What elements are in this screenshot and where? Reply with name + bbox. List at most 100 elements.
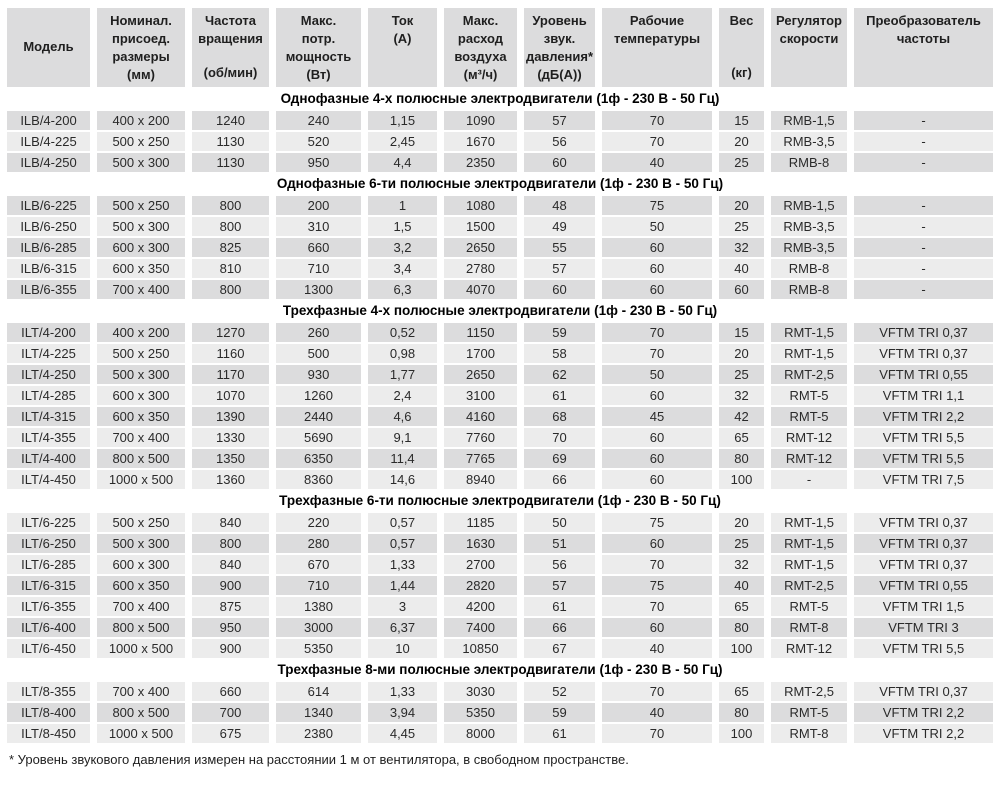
cell-weight: 25	[719, 153, 764, 172]
column-header-rpm: Частота вращения (об/мин)	[192, 8, 269, 87]
cell-temp: 60	[602, 618, 712, 637]
cell-converter: VFTM TRI 1,1	[854, 386, 993, 405]
cell-regulator: RMB-1,5	[771, 111, 847, 130]
cell-dimensions: 500 x 300	[97, 153, 185, 172]
cell-dimensions: 1000 x 500	[97, 639, 185, 658]
cell-rpm: 1130	[192, 153, 269, 172]
cell-noise: 60	[524, 280, 595, 299]
column-unit-rpm: (об/мин)	[203, 65, 258, 80]
cell-current: 6,3	[368, 280, 437, 299]
column-header-model: Модель	[7, 8, 90, 87]
cell-rpm: 1070	[192, 386, 269, 405]
cell-power: 5690	[276, 428, 361, 447]
cell-rpm: 700	[192, 703, 269, 722]
cell-airflow: 1090	[444, 111, 517, 130]
cell-noise: 60	[524, 153, 595, 172]
cell-power: 240	[276, 111, 361, 130]
column-header-dimensions: Номинал. присоед. размеры (мм)	[97, 8, 185, 87]
cell-rpm: 900	[192, 639, 269, 658]
cell-airflow: 2650	[444, 365, 517, 384]
cell-regulator: RMT-1,5	[771, 534, 847, 553]
cell-weight: 32	[719, 386, 764, 405]
cell-weight: 15	[719, 323, 764, 342]
cell-current: 1	[368, 196, 437, 215]
cell-rpm: 1170	[192, 365, 269, 384]
table-row: ILB/6-355 700 x 400 800 1300 6,3 4070 60 60 60 RM…	[7, 280, 993, 299]
cell-dimensions: 800 x 500	[97, 703, 185, 722]
column-header-noise: Уровень звук. давления* (дБ(А))	[524, 8, 595, 87]
table-row: ILB/4-225 500 x 250 1130 520 2,45 1670 56 70 20 R…	[7, 132, 993, 151]
cell-noise: 57	[524, 111, 595, 130]
cell-airflow: 2780	[444, 259, 517, 278]
cell-airflow: 1185	[444, 513, 517, 532]
header-row: Модель Номинал. присоед. размеры (мм) Частота…	[7, 8, 993, 87]
column-unit-airflow: (м³/ч)	[463, 67, 498, 82]
cell-weight: 80	[719, 703, 764, 722]
cell-current: 1,33	[368, 555, 437, 574]
cell-noise: 62	[524, 365, 595, 384]
cell-regulator: RMB-8	[771, 259, 847, 278]
cell-rpm: 1270	[192, 323, 269, 342]
column-header-temp: Рабочие температуры	[602, 8, 712, 87]
cell-converter: VFTM TRI 0,37	[854, 534, 993, 553]
cell-temp: 60	[602, 386, 712, 405]
cell-dimensions: 600 x 350	[97, 259, 185, 278]
cell-temp: 70	[602, 555, 712, 574]
cell-current: 9,1	[368, 428, 437, 447]
cell-airflow: 3100	[444, 386, 517, 405]
cell-dimensions: 800 x 500	[97, 449, 185, 468]
cell-rpm: 675	[192, 724, 269, 743]
cell-regulator: RMT-2,5	[771, 576, 847, 595]
cell-airflow: 1630	[444, 534, 517, 553]
section-title: Однофазные 4-х полюсные электродвигатели…	[7, 89, 993, 109]
sound-pressure-footnote: * Уровень звукового давления измерен на …	[9, 752, 629, 767]
cell-regulator: RMT-12	[771, 449, 847, 468]
cell-regulator: RMT-5	[771, 407, 847, 426]
table-row: ILB/4-200 400 x 200 1240 240 1,15 1090 57 70 15 R…	[7, 111, 993, 130]
cell-model: ILT/6-400	[7, 618, 90, 637]
cell-temp: 40	[602, 703, 712, 722]
cell-temp: 70	[602, 323, 712, 342]
table-row: ILT/6-225 500 x 250 840 220 0,57 1185 50 75 20 RM…	[7, 513, 993, 532]
cell-airflow: 7760	[444, 428, 517, 447]
cell-noise: 50	[524, 513, 595, 532]
cell-rpm: 1330	[192, 428, 269, 447]
cell-converter: VFTM TRI 0,55	[854, 365, 993, 384]
cell-temp: 60	[602, 280, 712, 299]
cell-converter: VFTM TRI 2,2	[854, 407, 993, 426]
table-row: ILT/6-315 600 x 350 900 710 1,44 2820 57 75 40 RM…	[7, 576, 993, 595]
cell-power: 200	[276, 196, 361, 215]
cell-temp: 70	[602, 111, 712, 130]
cell-model: ILT/8-355	[7, 682, 90, 701]
cell-model: ILB/6-315	[7, 259, 90, 278]
cell-weight: 20	[719, 196, 764, 215]
table-row: ILB/6-315 600 x 350 810 710 3,4 2780 57 60 40 RMB…	[7, 259, 993, 278]
cell-dimensions: 600 x 300	[97, 555, 185, 574]
cell-model: ILT/6-225	[7, 513, 90, 532]
cell-rpm: 810	[192, 259, 269, 278]
cell-converter: VFTM TRI 1,5	[854, 597, 993, 616]
cell-dimensions: 600 x 350	[97, 407, 185, 426]
cell-regulator: -	[771, 470, 847, 489]
cell-weight: 32	[719, 238, 764, 257]
cell-airflow: 8000	[444, 724, 517, 743]
cell-temp: 60	[602, 428, 712, 447]
column-header-regulator: Регулятор скорости	[771, 8, 847, 87]
cell-model: ILB/6-225	[7, 196, 90, 215]
column-header-power: Макс. потр. мощность (Вт)	[276, 8, 361, 87]
cell-temp: 75	[602, 513, 712, 532]
cell-model: ILT/4-450	[7, 470, 90, 489]
cell-model: ILB/4-200	[7, 111, 90, 130]
cell-weight: 65	[719, 597, 764, 616]
cell-airflow: 2650	[444, 238, 517, 257]
cell-airflow: 2820	[444, 576, 517, 595]
cell-dimensions: 400 x 200	[97, 111, 185, 130]
cell-temp: 40	[602, 153, 712, 172]
cell-weight: 25	[719, 534, 764, 553]
cell-regulator: RMT-5	[771, 597, 847, 616]
cell-temp: 45	[602, 407, 712, 426]
cell-dimensions: 500 x 300	[97, 534, 185, 553]
cell-noise: 51	[524, 534, 595, 553]
cell-temp: 50	[602, 365, 712, 384]
section-title: Трехфазные 4-х полюсные электродвигатели…	[7, 301, 993, 321]
